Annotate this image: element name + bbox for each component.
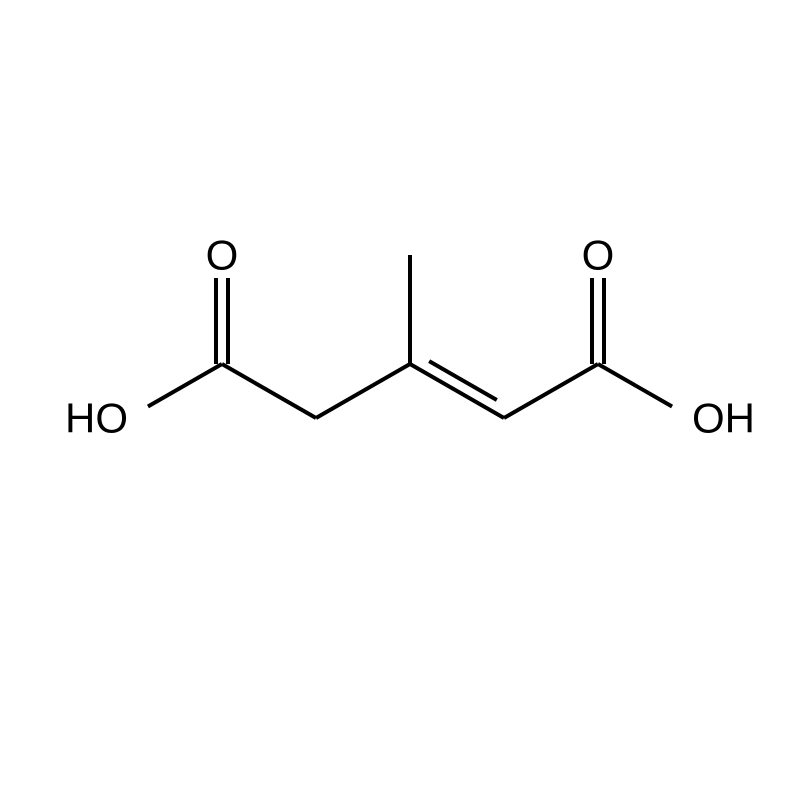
bond	[222, 364, 316, 418]
bond	[504, 364, 598, 418]
atom-label: O	[582, 232, 615, 279]
bond	[410, 364, 504, 418]
bond	[598, 364, 672, 407]
atom-label: OH	[692, 395, 755, 442]
atom-label: O	[206, 232, 239, 279]
bond	[316, 364, 410, 418]
atom-label: HO	[65, 395, 128, 442]
molecule-diagram: HO O O OH	[0, 0, 800, 800]
bond	[148, 364, 222, 407]
